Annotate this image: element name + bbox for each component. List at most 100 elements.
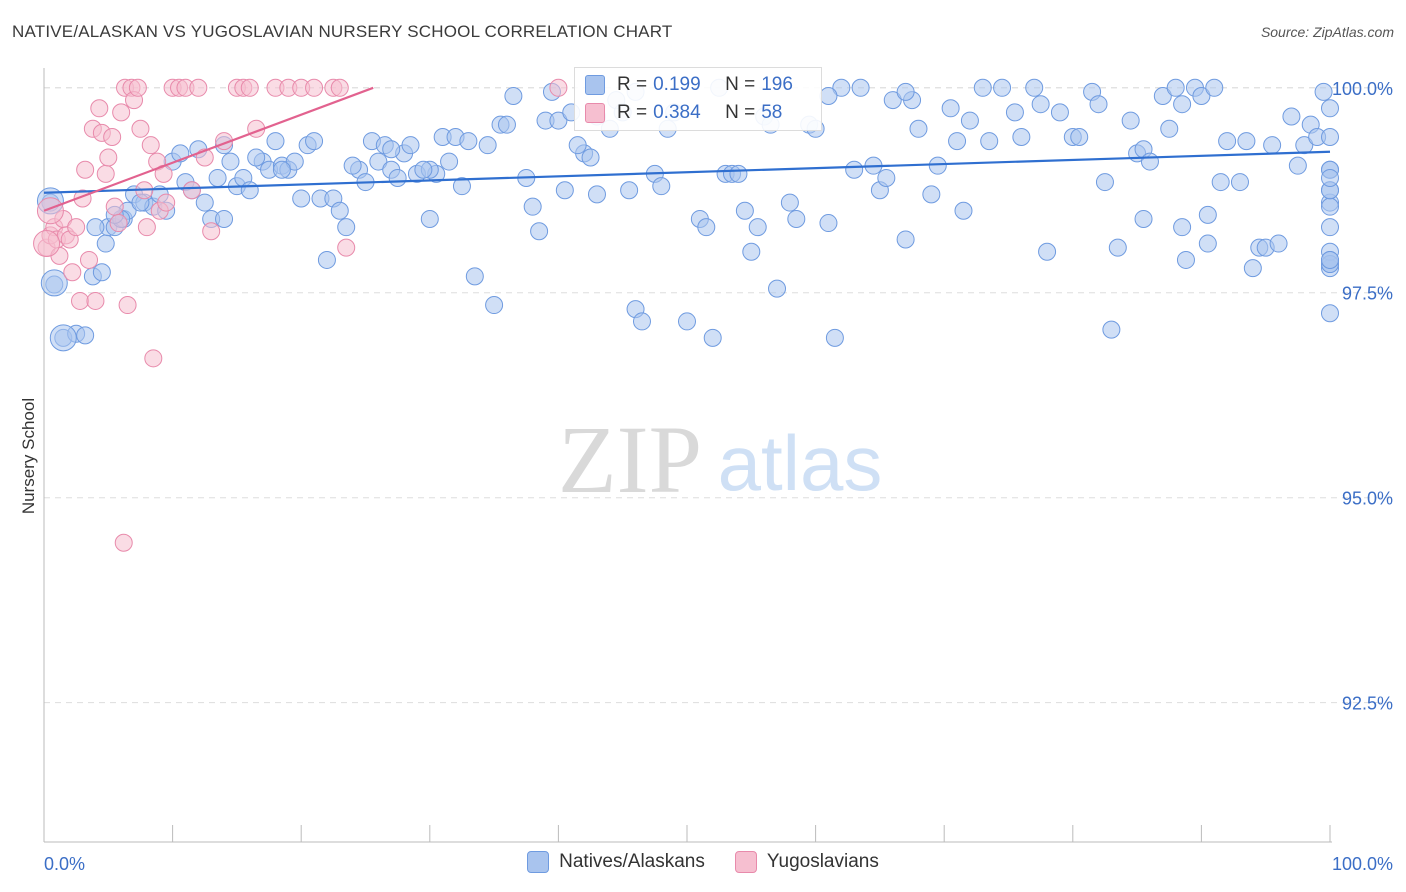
- yugoslavian-point: [549, 78, 568, 97]
- chart-title: NATIVE/ALASKAN VS YUGOSLAVIAN NURSERY SC…: [12, 22, 673, 41]
- native-point: [587, 185, 606, 204]
- native-point: [1321, 250, 1339, 269]
- yugoslavian-point: [105, 197, 124, 216]
- native-point: [195, 193, 214, 212]
- native-point: [305, 132, 324, 151]
- native-point: [748, 218, 767, 237]
- watermark-atlas: atlas: [718, 419, 883, 507]
- legend-label-yugoslavians: Yugoslavians: [766, 851, 879, 872]
- native-point: [1321, 99, 1339, 118]
- native-point: [401, 136, 420, 155]
- legend-swatch-natives: [527, 851, 550, 873]
- native-point: [549, 111, 568, 130]
- yugoslavian-point: [80, 250, 99, 269]
- legend-item-yugoslavians[interactable]: Yugoslavians: [734, 851, 879, 873]
- yugoslavian-point: [131, 119, 150, 138]
- legend-item-natives[interactable]: Natives/Alaskans: [527, 851, 705, 873]
- native-point: [1176, 250, 1195, 269]
- native-point: [1025, 78, 1044, 97]
- stats-legend: R = 0.199 N = 196 R = 0.384 N = 58: [574, 67, 822, 131]
- native-point: [632, 312, 651, 331]
- native-point: [388, 168, 407, 187]
- native-point: [787, 209, 806, 228]
- native-point: [1102, 320, 1121, 339]
- native-point: [877, 168, 896, 187]
- native-point: [1218, 132, 1237, 151]
- yugoslavian-point: [337, 238, 356, 257]
- native-point: [742, 242, 761, 261]
- native-point: [1321, 304, 1339, 323]
- yugoslavian-point: [202, 222, 221, 241]
- yugoslavian-point: [103, 127, 122, 146]
- native-point: [948, 132, 967, 151]
- native-point: [1173, 218, 1192, 237]
- native-point: [993, 78, 1012, 97]
- natives-trend-line: [43, 150, 1331, 194]
- native-point: [555, 181, 574, 200]
- native-point: [292, 189, 311, 208]
- native-point: [819, 86, 838, 105]
- native-point: [266, 132, 285, 151]
- legend-n-value-natives: 196: [761, 74, 793, 95]
- native-point: [497, 115, 516, 134]
- native-point: [221, 152, 240, 171]
- native-point: [697, 218, 716, 237]
- native-point: [819, 214, 838, 233]
- native-point: [86, 218, 105, 237]
- native-point: [896, 82, 915, 101]
- yugoslavian-point: [240, 78, 259, 97]
- native-point: [980, 132, 999, 151]
- yugoslavian-point: [157, 193, 176, 212]
- native-point: [1211, 173, 1230, 192]
- y-tick-label: 92.5%: [1342, 694, 1393, 714]
- native-point: [40, 269, 68, 297]
- native-point: [1198, 205, 1217, 224]
- native-point: [247, 148, 266, 167]
- native-point: [1237, 132, 1256, 151]
- native-point: [1230, 173, 1249, 192]
- native-point: [1005, 103, 1024, 122]
- yugoslavian-point: [86, 291, 105, 310]
- native-point: [652, 177, 671, 196]
- yugoslavian-point: [189, 78, 208, 97]
- native-point: [1321, 127, 1339, 146]
- legend-label-natives: Natives/Alaskans: [559, 851, 705, 872]
- yugoslavian-point: [112, 103, 131, 122]
- native-point: [1269, 234, 1288, 253]
- yugoslavian-point: [99, 148, 118, 167]
- native-point: [420, 209, 439, 228]
- native-point: [1173, 95, 1192, 114]
- native-point: [343, 156, 362, 175]
- trend-lines: [43, 86, 1331, 212]
- yugoslavian-point: [71, 291, 90, 310]
- native-point: [825, 328, 844, 347]
- native-point: [941, 99, 960, 118]
- yugoslavian-point: [90, 99, 109, 118]
- native-point: [1031, 95, 1050, 114]
- native-point: [1288, 156, 1307, 175]
- native-point: [1321, 218, 1339, 237]
- native-point: [337, 218, 356, 237]
- native-point: [530, 222, 549, 241]
- native-point: [768, 279, 787, 298]
- native-point: [832, 78, 851, 97]
- native-point: [504, 86, 523, 105]
- yugoslavian-point: [305, 78, 324, 97]
- native-point: [1121, 111, 1140, 130]
- y-tick-label: 97.5%: [1342, 284, 1393, 304]
- native-point: [485, 296, 504, 315]
- yugoslavian-point: [67, 218, 86, 237]
- native-point: [1166, 78, 1185, 97]
- legend-row-natives: R = 0.199 N = 196: [585, 72, 793, 98]
- watermark-zip: ZIP: [558, 406, 702, 513]
- native-point: [240, 181, 259, 200]
- native-point: [459, 132, 478, 151]
- yugoslavian-point: [63, 263, 82, 282]
- native-point: [1321, 197, 1339, 216]
- native-point: [1095, 173, 1114, 192]
- native-point: [1070, 127, 1089, 146]
- native-point: [414, 160, 433, 179]
- native-point: [1263, 136, 1282, 155]
- y-tick-label: 95.0%: [1342, 489, 1393, 509]
- yugoslavian-point: [36, 197, 64, 225]
